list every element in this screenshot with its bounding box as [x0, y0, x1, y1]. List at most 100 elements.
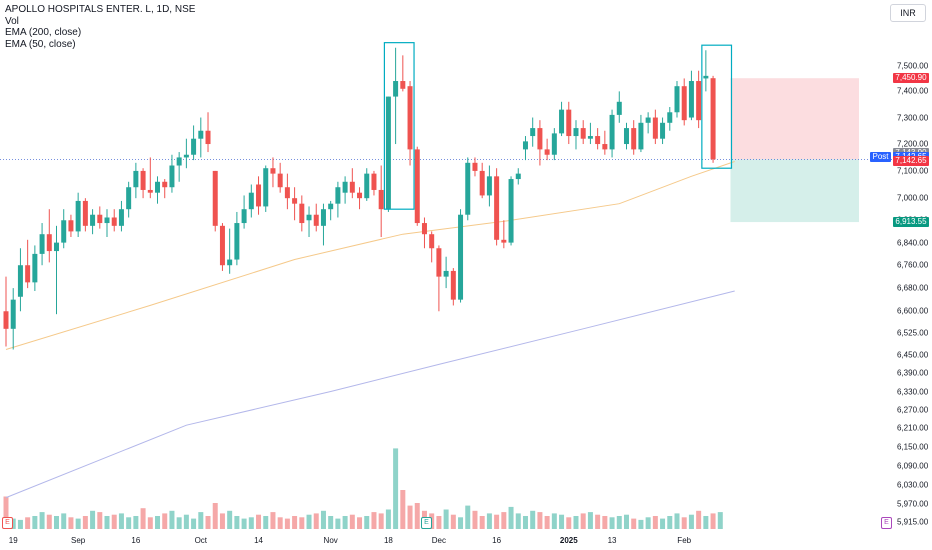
currency-selector[interactable]: INR: [890, 4, 926, 22]
volume-bar: [241, 518, 247, 529]
price-tick-label: 6,840.00: [897, 238, 929, 248]
time-tick-label: 16: [492, 536, 502, 545]
candle-body: [357, 192, 363, 199]
price-tick-label: 6,270.00: [897, 405, 929, 415]
volume-bar: [530, 510, 536, 529]
candle-body: [234, 223, 240, 260]
volume-bar: [385, 509, 391, 529]
time-tick-label: 18: [383, 536, 393, 545]
legend-ema50[interactable]: EMA (50, close): [5, 38, 76, 50]
earnings-badge-upcoming[interactable]: E: [881, 517, 892, 529]
candle-body: [667, 112, 673, 123]
stop-loss-zone: [730, 78, 859, 160]
candle-body: [486, 176, 492, 196]
earnings-badge-left[interactable]: E: [2, 517, 13, 529]
time-tick-label: 13: [607, 536, 617, 545]
candle-body: [385, 96, 391, 210]
volume-bar: [443, 509, 449, 529]
volume-bar: [703, 516, 709, 529]
time-tick-label: Oct: [194, 536, 208, 545]
candle-body: [688, 81, 694, 118]
time-tick-label: Sep: [71, 536, 86, 545]
time-tick-label: Nov: [323, 536, 338, 545]
volume-bar: [219, 513, 225, 529]
candle-body: [660, 122, 666, 139]
candle-body: [472, 162, 478, 171]
candle-body: [429, 234, 435, 249]
candle-body: [616, 101, 622, 115]
volume-bar: [371, 512, 377, 529]
volume-bar: [147, 517, 153, 529]
volume-bar: [169, 510, 175, 529]
candle-body: [436, 248, 442, 277]
volume-bar: [248, 517, 254, 529]
candle-body: [342, 181, 348, 193]
candle-body: [378, 189, 384, 210]
candle-body: [68, 220, 74, 232]
legend-vol[interactable]: Vol: [5, 15, 19, 27]
candle-body: [623, 128, 629, 145]
price-tick-label: 7,300.00: [897, 113, 929, 123]
candle-body: [479, 170, 485, 196]
volume-bar: [320, 510, 326, 529]
highlight-box: [701, 44, 733, 169]
legend-ema200[interactable]: EMA (200, close): [5, 27, 82, 38]
candle-body: [313, 214, 319, 226]
candle-body: [407, 86, 413, 150]
candle-body: [710, 78, 716, 160]
volume-bar: [140, 508, 146, 529]
volume-bar: [717, 512, 723, 529]
candle-body: [494, 176, 500, 240]
candle-body: [551, 133, 557, 155]
price-tick-label: 6,680.00: [897, 283, 929, 293]
volume-bar: [414, 503, 420, 529]
profit-target-zone: [730, 159, 859, 223]
volume-bar: [162, 513, 168, 529]
price-tick-label: 7,400.00: [897, 86, 929, 96]
candle-body: [118, 209, 124, 226]
candle-body: [501, 239, 507, 243]
earnings-badge-nov[interactable]: E: [421, 517, 432, 529]
price-tick-label: 6,210.00: [897, 423, 929, 433]
volume-bar: [616, 516, 622, 529]
candle-body: [147, 189, 153, 193]
volume-bar: [111, 514, 117, 529]
candle-body: [450, 270, 456, 300]
volume-bar: [378, 513, 384, 529]
volume-bar: [595, 514, 601, 529]
candle-body: [205, 130, 211, 145]
candle-body: [587, 136, 593, 139]
price-tick-label: 6,450.00: [897, 350, 929, 360]
volume-bar: [501, 512, 507, 529]
candle-body: [400, 81, 406, 89]
volume-bar: [580, 513, 586, 529]
volume-bar: [10, 518, 16, 529]
volume-bar: [342, 516, 348, 529]
volume-bar: [68, 517, 74, 529]
volume-bar: [284, 518, 290, 529]
chart-legend: APOLLO HOSPITALS ENTER. L, 1D, NSE Vol E…: [5, 4, 195, 50]
candle-body: [61, 220, 67, 243]
candle-body: [162, 181, 168, 188]
candle-body: [270, 168, 276, 174]
candle-body: [39, 234, 45, 254]
volume-bar: [465, 505, 471, 529]
volume-bar: [494, 514, 500, 529]
volume-bar: [508, 506, 514, 529]
price-tick-label: 6,090.00: [897, 461, 929, 471]
candle-body: [696, 81, 702, 121]
candle-body: [652, 117, 658, 139]
time-tick-label: 19: [8, 536, 18, 545]
candle-body: [306, 214, 312, 221]
volume-bar: [515, 513, 521, 529]
candle-body: [631, 128, 637, 150]
candle-body: [212, 170, 218, 226]
time-tick-label: 14: [254, 536, 263, 545]
candle-body: [421, 223, 427, 235]
symbol-title[interactable]: APOLLO HOSPITALS ENTER. L, 1D, NSE: [5, 4, 196, 15]
volume-bar: [263, 516, 269, 529]
volume-bar: [688, 514, 694, 529]
price-tick-label: 6,330.00: [897, 387, 929, 397]
volume-bar: [32, 516, 38, 529]
